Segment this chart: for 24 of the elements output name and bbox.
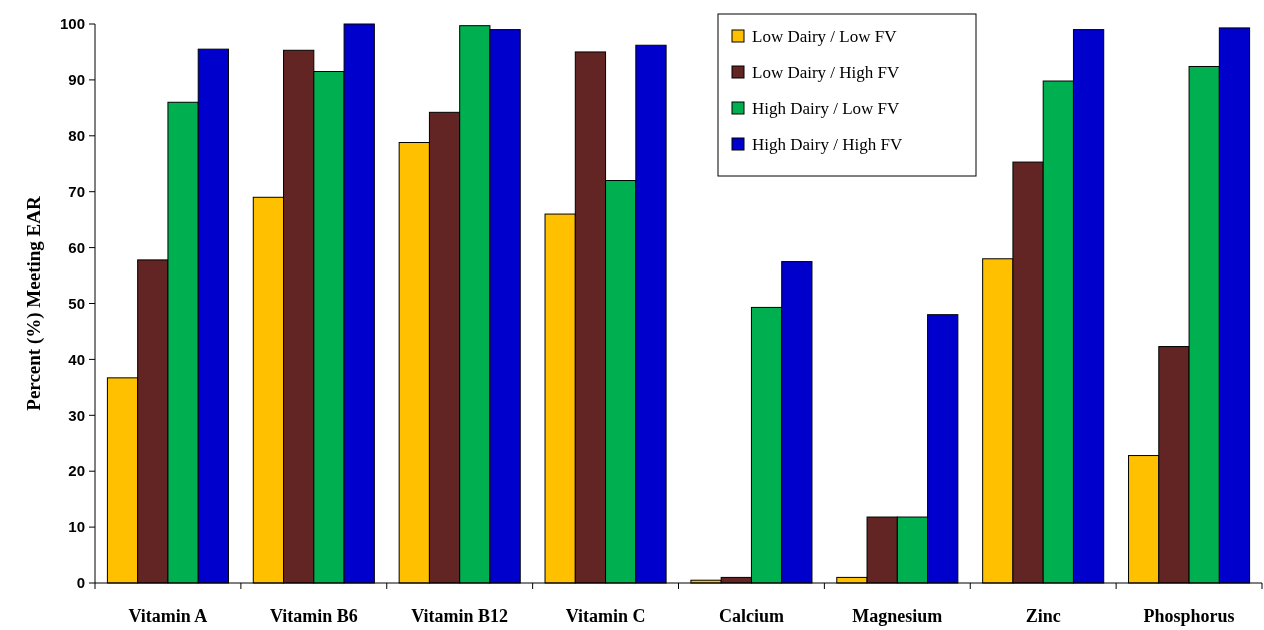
y-tick-label: 100 [59, 15, 85, 33]
x-tick-label: Vitamin B12 [411, 606, 509, 626]
x-tick-label: Zinc [1025, 606, 1061, 626]
legend-label: Low Dairy / Low FV [752, 26, 898, 46]
legend-label: High Dairy / High FV [752, 134, 903, 154]
y-tick-label: 10 [68, 518, 85, 536]
y-tick-label: 50 [68, 294, 85, 312]
x-tick-label: Phosphorus [1143, 606, 1235, 626]
y-tick-label: 60 [68, 238, 85, 256]
x-tick-label: Vitamin A [128, 606, 208, 626]
y-tick-label: 70 [68, 182, 85, 200]
y-tick-label: 90 [68, 71, 85, 89]
x-tick-label: Vitamin B6 [269, 606, 358, 626]
x-tick-label: Magnesium [852, 606, 943, 626]
y-tick-label: 80 [68, 127, 85, 145]
legend-label: Low Dairy / High FV [752, 62, 901, 82]
y-tick-label: 40 [68, 350, 85, 368]
x-tick-label: Calcium [718, 606, 784, 626]
y-tick-label: 20 [68, 462, 85, 480]
y-tick-label: 0 [76, 574, 85, 592]
legend-label: High Dairy / Low FV [752, 98, 901, 118]
y-tick-label: 30 [68, 406, 85, 424]
y-axis-title: Percent (%) Meeting EAR [23, 196, 45, 411]
x-tick-label: Vitamin C [565, 606, 646, 626]
